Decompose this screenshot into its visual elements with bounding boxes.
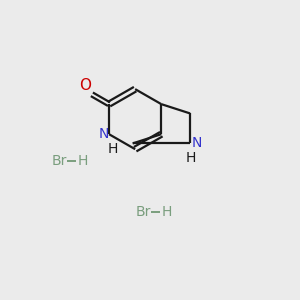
Text: H: H [107, 142, 118, 156]
Text: H: H [161, 205, 172, 219]
Text: Br: Br [135, 205, 151, 219]
Text: Br: Br [52, 154, 67, 168]
Text: H: H [186, 151, 196, 165]
Text: N: N [99, 127, 109, 141]
Text: H: H [78, 154, 88, 168]
Text: O: O [79, 78, 91, 93]
Text: N: N [191, 136, 202, 151]
